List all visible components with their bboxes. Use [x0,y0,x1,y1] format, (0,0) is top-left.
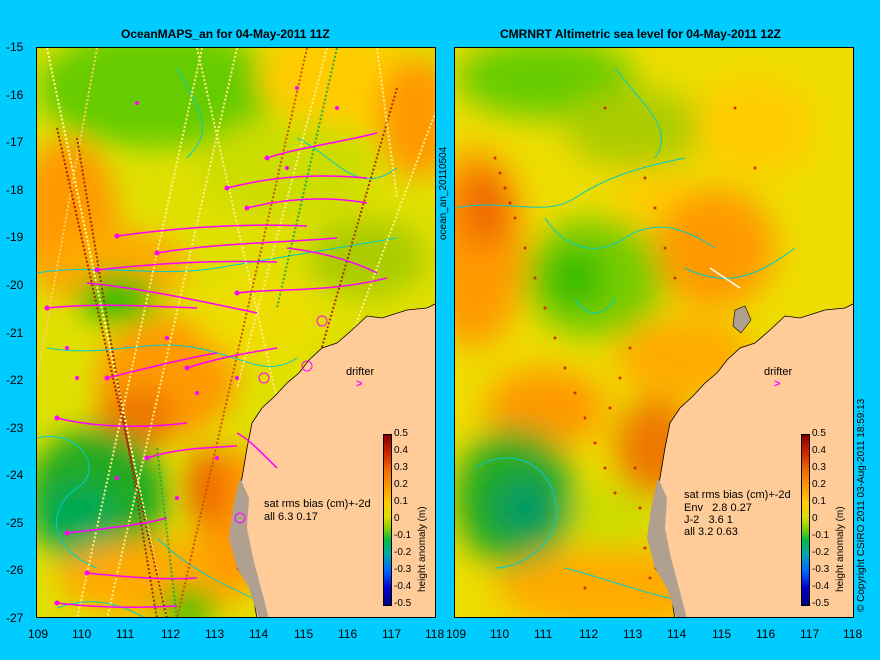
anomaly-field [455,48,815,617]
x-tick-label: 112 [579,627,599,641]
y-tick-label: -18 [6,183,24,197]
colorbar-label-left: height anomaly (m) [417,506,428,592]
drifter-arrow-icon: > [356,378,363,390]
drifter-marker [258,372,270,384]
colorbar-left [383,434,392,606]
drifter-arrow-icon: > [774,378,781,390]
colorbar-tick: -0.4 [812,581,830,592]
x-tick-label: 111 [116,627,135,641]
colorbar-tick: -0.1 [812,530,830,541]
x-tick-label: 116 [338,627,358,641]
colorbar-tick: -0.2 [394,547,412,558]
x-tick-label: 109 [28,627,49,641]
colorbar-tick: 0 [812,513,818,524]
y-tick-label: -27 [6,611,24,625]
colorbar-tick: 0.2 [812,479,826,490]
colorbar-tick: 0.2 [394,479,408,490]
colorbar-tick: 0.5 [394,428,408,439]
colorbar-tick: 0 [394,513,400,524]
coastal-shelf [647,478,687,617]
colorbar-tick: -0.3 [812,564,830,575]
colorbar-tick: -0.5 [812,598,830,609]
drifter-tracks [46,132,388,608]
y-tick-label: -23 [6,421,24,435]
y-tick-label: -22 [6,373,24,387]
right-stats-line: Env 2.8 0.27 [684,502,752,514]
colorbar-tick: -0.3 [394,564,412,575]
altimeter-points [493,106,757,590]
colorbar-tick: -0.4 [394,581,412,592]
x-tick-label: 110 [72,627,92,641]
left-map [37,48,435,617]
x-tick-label: 109 [446,627,467,641]
y-tick-label: -20 [6,278,24,292]
colorbar-tick: 0.4 [812,445,826,456]
right-stats-header: sat rms bias (cm)+-2d [684,489,791,501]
right-stats-line: J-2 3.6 1 [684,514,733,526]
right-map-panel [454,47,854,618]
x-tick-label: 110 [490,627,510,641]
colorbar-tick: 0.4 [394,445,408,456]
right-map [455,48,853,617]
x-tick-label: 114 [249,627,269,641]
copyright-label: © Copyright CSIRO 2011 03-Aug-2011 18:59… [856,398,867,612]
colorbar-tick: -0.1 [394,530,412,541]
x-tick-label: 114 [667,627,687,641]
y-tick-label: -21 [6,326,24,340]
x-tick-label: 117 [382,627,402,641]
satellite-tracks [37,48,435,617]
left-map-panel [36,47,436,618]
x-tick-label: 117 [800,627,820,641]
colorbar-tick: -0.2 [812,547,830,558]
left-stats-line: all 6.3 0.17 [264,511,318,523]
colorbar-tick: -0.5 [394,598,412,609]
analysis-file-label: ocean_an_20110504 [438,146,449,240]
x-tick-label: 116 [756,627,776,641]
x-tick-label: 113 [623,627,643,641]
x-tick-label: 118 [425,627,445,641]
x-tick-label: 111 [534,627,553,641]
track-segment [709,267,741,289]
colorbar-right [801,434,810,606]
right-title: CMRNRT Altimetric sea level for 04-May-2… [500,27,781,41]
island [732,305,752,334]
drifter-marker [301,360,313,372]
right-stats-line: all 3.2 0.63 [684,526,738,538]
y-tick-label: -25 [6,516,24,530]
x-tick-label: 115 [294,627,314,641]
x-tick-label: 112 [161,627,181,641]
drifter-marker [316,315,328,327]
colorbar-tick: 0.1 [394,496,408,507]
x-tick-label: 118 [843,627,863,641]
y-tick-label: -17 [6,135,24,149]
y-tick-label: -24 [6,468,24,482]
drifter-legend-label: drifter [346,366,375,378]
y-tick-label: -19 [6,230,24,244]
y-tick-label: -26 [6,563,24,577]
colorbar-tick: 0.1 [812,496,826,507]
drifter-marker [234,512,246,524]
colorbar-label-right: height anomaly (m) [835,506,846,592]
colorbar-tick: 0.5 [812,428,826,439]
x-tick-label: 113 [205,627,225,641]
colorbar-tick: 0.3 [812,462,826,473]
drifter-heads [44,86,339,606]
drifter-legend-label: drifter [764,366,793,378]
left-stats-header: sat rms bias (cm)+-2d [264,498,371,510]
y-tick-label: -15 [6,40,24,54]
x-tick-label: 115 [712,627,732,641]
y-tick-label: -16 [6,88,24,102]
colorbar-tick: 0.3 [394,462,408,473]
left-title: OceanMAPS_an for 04-May-2011 11Z [121,27,330,41]
